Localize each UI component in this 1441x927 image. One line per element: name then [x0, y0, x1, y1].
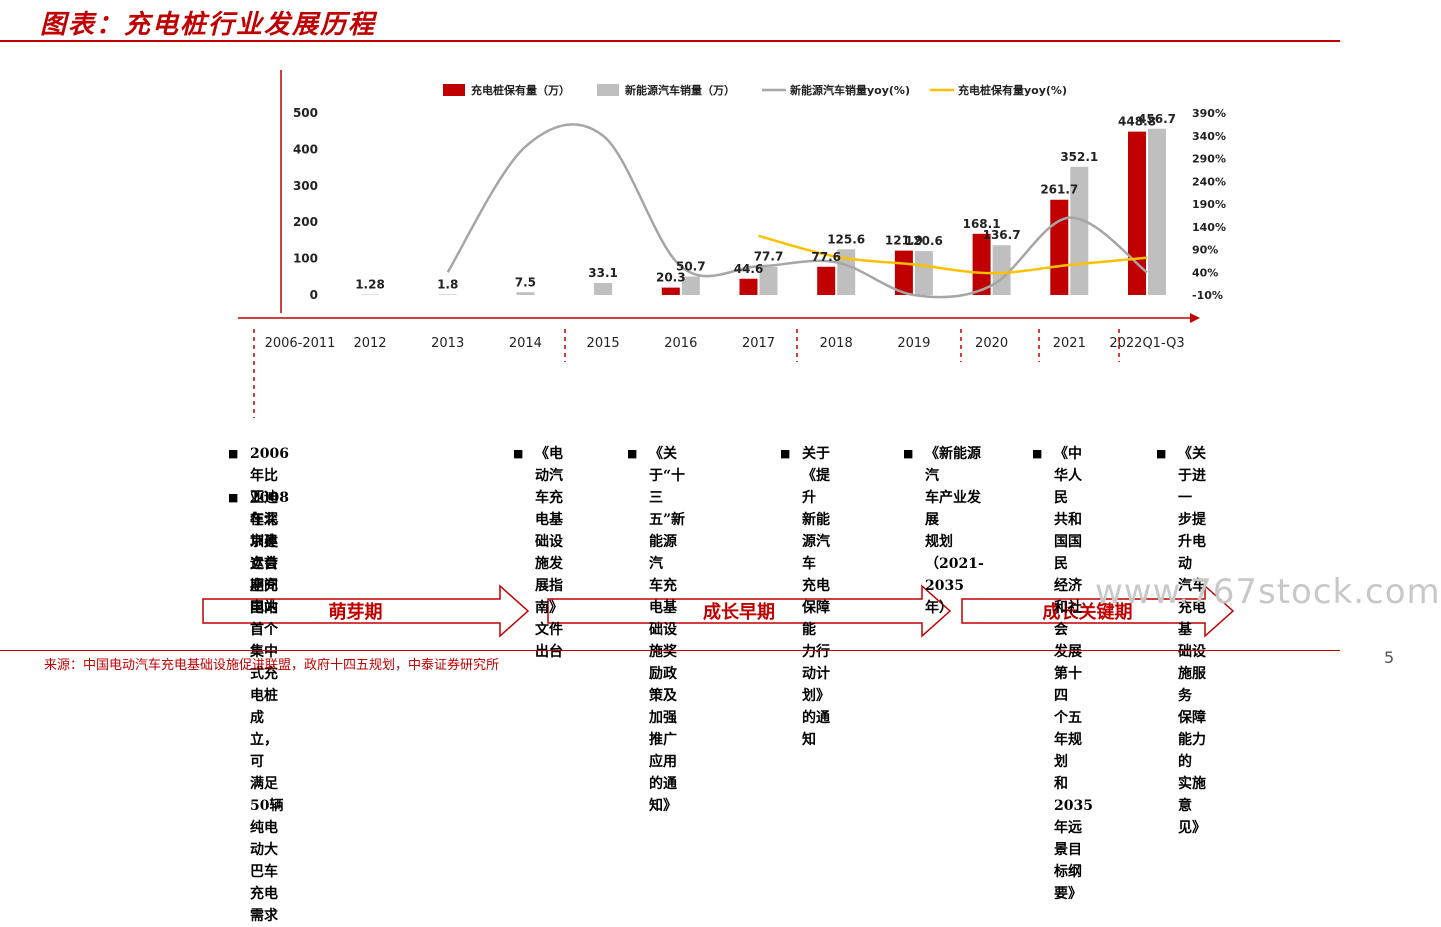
- policy-event-text: 《新能源汽 车产业发展 规划 （2021-2035年）: [925, 443, 984, 619]
- policy-event-text: 2008年北京奥运会期间国内 首个集中式充电桩成立，可 满足50辆纯电动大巴车充…: [250, 487, 289, 927]
- sales-bar-label: 33.1: [588, 266, 618, 280]
- timeline-year-label: 2019: [897, 336, 930, 351]
- y-left-tick-label: 0: [310, 288, 318, 302]
- pile-bar: [1050, 200, 1068, 295]
- pile-bar-label: 261.7: [1040, 183, 1078, 197]
- sales-bar: [594, 283, 612, 295]
- timeline-year-label: 2022Q1-Q3: [1109, 336, 1184, 351]
- policy-event-text: 关于《提升 新能源汽车 充电保障能 力行动计划》 的通知: [802, 443, 830, 751]
- timeline-arrow-head: [1190, 313, 1200, 323]
- footer-rule: [0, 650, 1340, 651]
- y-right-tick-label: 140%: [1192, 221, 1226, 234]
- sales-bar-label: 352.1: [1060, 150, 1098, 164]
- sales-bar-label: 120.6: [905, 234, 943, 248]
- watermark: www.767stock.com: [1095, 572, 1441, 612]
- legend-label: 新能源汽车销量yoy(%): [790, 83, 910, 97]
- bullet-icon: ■: [228, 487, 238, 509]
- pile-bar: [740, 279, 758, 295]
- bullet-icon: ■: [513, 443, 523, 465]
- legend-label: 充电桩保有量yoy(%): [958, 83, 1067, 97]
- bullet-icon: ■: [627, 443, 637, 465]
- y-left-tick-label: 100: [293, 252, 318, 266]
- timeline-year-label: 2006-2011: [265, 336, 336, 351]
- timeline-year-label: 2016: [664, 336, 697, 351]
- policy-event-text: 《关于“十三 五”新能源汽 车充电基础设 施奖励政策及 加强推广应用 的通知》: [649, 443, 685, 817]
- timeline-year-label: 2021: [1053, 336, 1086, 351]
- bullet-icon: ■: [1032, 443, 1042, 465]
- sales-bar-label: 50.7: [676, 260, 706, 274]
- bullet-icon: ■: [228, 443, 238, 465]
- pile-bar-label: 77.6: [811, 250, 841, 264]
- y-right-tick-label: 240%: [1192, 175, 1226, 188]
- sales-bar-label: 125.6: [827, 232, 865, 246]
- legend-label: 充电桩保有量（万）: [471, 83, 570, 97]
- bullet-icon: ■: [1156, 443, 1166, 465]
- sales-bar: [915, 251, 933, 295]
- pile-bar: [895, 251, 913, 295]
- page-number: 5: [1384, 648, 1394, 667]
- timeline-year-label: 2014: [509, 336, 542, 351]
- timeline-year-label: 2015: [587, 336, 620, 351]
- y-right-tick-label: 40%: [1192, 266, 1218, 279]
- pile-bar: [662, 288, 680, 295]
- pile-bar: [973, 234, 991, 295]
- sales-bar-label: 456.7: [1138, 112, 1176, 126]
- sales-bar: [993, 245, 1011, 295]
- timeline-year-label: 2017: [742, 336, 775, 351]
- timeline-year-label: 2013: [431, 336, 464, 351]
- y-left-tick-label: 300: [293, 179, 318, 193]
- bullet-icon: ■: [780, 443, 790, 465]
- sales-bar: [439, 294, 457, 295]
- sales-bar-label: 1.28: [355, 278, 385, 292]
- sales-bar: [1148, 129, 1166, 295]
- phase-label: 萌芽期: [329, 601, 383, 623]
- y-right-tick-label: 290%: [1192, 153, 1226, 166]
- sales-bar-label: 1.8: [437, 277, 458, 291]
- legend-label: 新能源汽车销量（万）: [625, 83, 735, 97]
- phase-label: 成长早期: [703, 601, 775, 623]
- y-right-tick-label: 340%: [1192, 130, 1226, 143]
- timeline-year-label: 2012: [353, 336, 386, 351]
- sales-bar-label: 7.5: [515, 275, 536, 289]
- policy-event-text: 《中华人民 共和国国民 经济和社会 发展第十四 个五年规划 和2035年远 景目…: [1054, 443, 1093, 905]
- timeline-year-label: 2020: [975, 336, 1008, 351]
- y-right-tick-label: 390%: [1192, 107, 1226, 120]
- sales-bar-label: 77.7: [754, 250, 784, 264]
- y-right-tick-label: -10%: [1192, 289, 1223, 302]
- legend-swatch: [443, 84, 465, 96]
- pile-bar: [817, 267, 835, 295]
- y-right-tick-label: 90%: [1192, 244, 1218, 257]
- bullet-icon: ■: [903, 443, 913, 465]
- source-note: 来源：中国电动汽车充电基础设施促进联盟，政府十四五规划，中泰证券研究所: [44, 654, 499, 673]
- legend-swatch: [597, 84, 619, 96]
- pile-bar-label: 44.6: [734, 262, 764, 276]
- sales-bar-label: 136.7: [983, 228, 1021, 242]
- y-left-tick-label: 200: [293, 215, 318, 229]
- policy-event-text: 《电动汽 车充电基 础设施发 展指南》 文件出台: [535, 443, 563, 663]
- sales-bar: [516, 292, 534, 295]
- timeline-year-label: 2018: [820, 336, 853, 351]
- sales-yoy-line: [448, 124, 1147, 297]
- y-left-tick-label: 400: [293, 142, 318, 156]
- y-left-tick-label: 500: [293, 106, 318, 120]
- policy-event-text: 《关于进一 步提升电动 汽车充电基 础设施服务 保障能力的 实施意见》: [1178, 443, 1206, 839]
- y-right-tick-label: 190%: [1192, 198, 1226, 211]
